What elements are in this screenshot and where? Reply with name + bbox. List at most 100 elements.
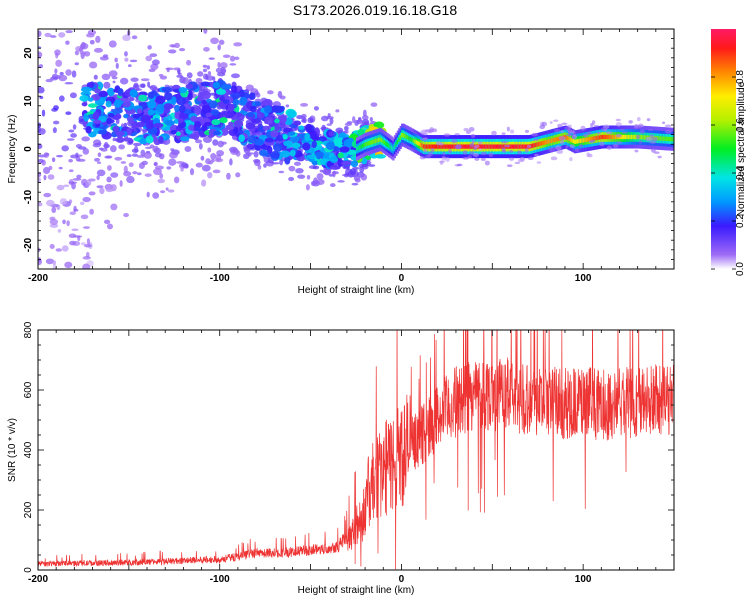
spectrogram-cell <box>638 140 643 144</box>
spectrogram-cell <box>56 184 65 191</box>
spectrogram-heatmap <box>38 29 674 269</box>
spectrogram-cell <box>651 148 656 153</box>
spectrogram-cell <box>212 130 221 136</box>
spectrogram-cell <box>212 139 219 146</box>
spectrogram-cell <box>540 141 543 146</box>
spectrogram-cell <box>533 143 536 148</box>
spectrogram-cell <box>65 40 70 45</box>
snr-panel: 0 200 400 600 800 -200 -100 0 100 Height of str… <box>7 321 675 596</box>
spectrogram-cell <box>109 145 117 153</box>
spectrogram-cell <box>501 141 509 144</box>
spectrogram-cell <box>550 138 553 143</box>
spectrogram-cell <box>112 125 120 132</box>
spectrogram-cell <box>665 129 672 134</box>
spectrogram-cell <box>110 172 119 178</box>
spectrogram-cell <box>353 176 361 181</box>
spectrogram-cell <box>139 83 146 88</box>
spectrogram-cell <box>259 149 269 157</box>
spectrogram-cell <box>74 62 80 66</box>
spectrogram-cell <box>447 144 450 149</box>
spectrogram-cell <box>151 59 160 66</box>
spectrogram-cell <box>69 211 76 216</box>
spectrogram-cell <box>671 137 674 142</box>
spectrogram-cell <box>335 127 344 134</box>
spectrogram-cell <box>164 119 175 126</box>
spectrogram-cell <box>571 138 574 143</box>
spectrogram-cell <box>129 96 135 102</box>
spectrogram-cell <box>124 51 128 57</box>
spectrogram-cell <box>174 112 180 120</box>
spectrogram-cell <box>489 144 492 149</box>
spectrogram-cell <box>66 220 70 227</box>
spectrogram-cell <box>672 137 674 142</box>
spectrogram-cell <box>396 139 399 145</box>
spectrogram-cell <box>61 245 69 252</box>
colorbar-label: Normalized spectral amplitude <box>736 81 747 216</box>
spectrogram-cell <box>68 169 74 173</box>
spectrogram-cell <box>94 157 100 162</box>
spectrogram-cell <box>379 137 382 142</box>
spectrogram-cell <box>521 144 524 149</box>
x-tick-label: 0 <box>399 574 405 585</box>
spectrogram-cell <box>373 139 376 144</box>
spectrogram-cell <box>82 256 91 260</box>
spectrogram-cell <box>203 136 212 144</box>
spectrogram-cell <box>283 127 292 133</box>
colorbar-tick-label: 0.0 <box>735 262 746 276</box>
spectrogram-cell <box>470 133 476 138</box>
spectrogram-cell <box>159 153 165 160</box>
spectrogram-cell <box>542 140 545 146</box>
spectrogram-cell <box>235 172 241 178</box>
spectrogram-cell <box>586 131 592 135</box>
spectrogram-cell <box>136 121 146 128</box>
spectrogram-cell <box>38 128 46 135</box>
spectrogram-cell <box>478 148 483 151</box>
spectrogram-cell <box>82 226 91 229</box>
spectrogram-cell <box>571 135 576 140</box>
colorbar-gradient <box>711 29 736 269</box>
spectrogram-cell <box>306 154 317 160</box>
spectrogram-cell <box>52 127 57 134</box>
spectrogram-cell <box>362 114 369 121</box>
spectrogram-cell <box>546 139 549 145</box>
spectrogram-cell <box>211 119 221 126</box>
spectrogram-cell <box>65 30 73 34</box>
spectrogram-cell <box>579 138 583 143</box>
spectrogram-cell <box>246 111 254 118</box>
spectrogram-cell <box>578 144 583 148</box>
spectrogram-cell <box>451 139 458 144</box>
spectrogram-cell <box>385 141 388 146</box>
spectrogram-cell <box>480 158 486 162</box>
spectrogram-cell <box>239 89 245 97</box>
spectrogram-cell <box>201 179 207 187</box>
spectrogram-cell <box>599 141 605 147</box>
spectrogram-cell <box>108 70 118 77</box>
spectrogram-cell <box>440 144 443 149</box>
spectrogram-cell <box>395 142 398 147</box>
spectrogram-cell <box>621 131 628 134</box>
spectrogram-cell <box>465 144 468 149</box>
spectrogram-cell <box>636 134 640 140</box>
spectrogram-cell <box>102 54 109 58</box>
spectrogram-cell <box>645 136 653 142</box>
spectrogram-cell <box>185 83 194 89</box>
spectrogram-cell <box>351 182 359 186</box>
spectrogram-cell <box>557 123 563 128</box>
spectrogram-cell <box>541 121 547 127</box>
spectrogram-cell <box>517 158 524 163</box>
spectrogram-cell <box>561 122 568 125</box>
spectrogram-cell <box>513 144 516 149</box>
x-tick-label: -100 <box>210 574 230 585</box>
colorbar-tick-label: 0.4 <box>735 166 746 180</box>
spectrogram-cell <box>442 151 446 156</box>
spectrogram-cell <box>128 116 134 125</box>
spectrogram-cell <box>147 91 155 99</box>
spectrogram-cell <box>300 102 309 107</box>
spectrogram-cell <box>226 172 231 180</box>
spectrogram-cell <box>422 144 426 149</box>
spectrogram-cell <box>215 88 227 95</box>
spectrogram-cell <box>590 136 593 142</box>
spectrogram-cell <box>120 161 127 164</box>
spectrogram-cell <box>123 113 129 119</box>
